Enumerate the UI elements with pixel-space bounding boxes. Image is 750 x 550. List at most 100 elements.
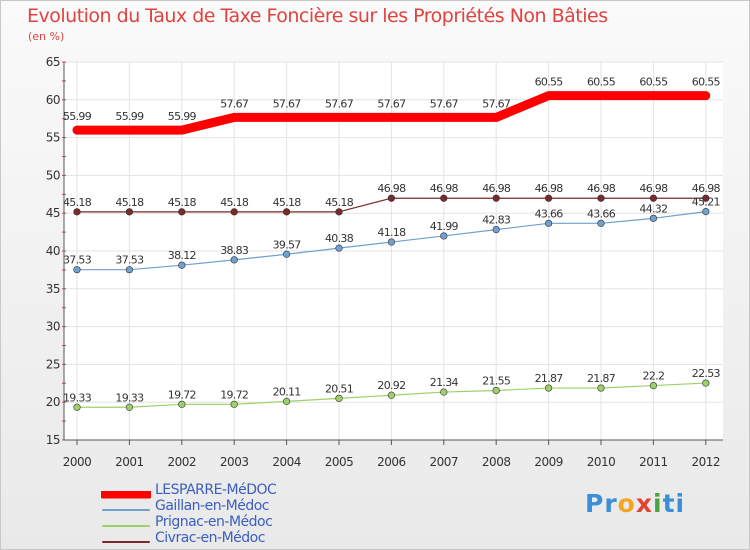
data-label: 46.98	[482, 182, 511, 195]
data-point	[544, 219, 553, 227]
legend: LESPARRE-MéDOC Gaillan-en-Médoc Prignac-…	[101, 482, 361, 548]
data-label: 21.87	[535, 372, 564, 385]
y-tick-label: 30	[46, 320, 60, 334]
brand-logo-part: Pr	[585, 489, 618, 518]
data-label: 19.33	[63, 391, 92, 404]
data-point	[440, 232, 448, 240]
data-point	[125, 208, 133, 216]
y-tick-label: 50	[46, 168, 60, 182]
brand-logo: Proxiti	[585, 489, 685, 518]
legend-item: LESPARRE-MéDOC	[101, 482, 361, 500]
data-point	[649, 214, 658, 222]
data-point	[597, 219, 605, 227]
data-label: 57.67	[220, 97, 249, 110]
data-label: 38.12	[168, 249, 196, 262]
data-label: 22.53	[692, 367, 721, 380]
data-point	[492, 386, 500, 395]
data-point	[335, 244, 343, 252]
x-tick-label: 2010	[587, 455, 616, 469]
data-label: 46.98	[430, 182, 459, 195]
legend-item: Civrac-en-Médoc	[101, 530, 361, 548]
legend-swatch	[102, 509, 150, 511]
data-label: 46.98	[639, 182, 668, 195]
x-tick-label: 2006	[377, 455, 406, 469]
legend-item: Prignac-en-Médoc	[101, 514, 361, 532]
data-label: 45.18	[168, 196, 197, 209]
data-label: 19.72	[220, 388, 248, 401]
data-label: 38.83	[220, 244, 249, 257]
data-point	[230, 256, 238, 264]
data-point	[649, 381, 658, 390]
y-tick-label: 25	[46, 357, 60, 371]
data-point	[73, 403, 81, 411]
data-point	[178, 208, 186, 216]
x-tick-label: 2005	[325, 455, 354, 469]
data-label: 45.18	[63, 196, 92, 209]
data-label: 19.72	[168, 388, 196, 401]
data-label: 20.11	[273, 385, 301, 398]
x-tick-label: 2002	[168, 455, 197, 469]
data-point	[649, 194, 658, 202]
x-tick-label: 2004	[272, 455, 301, 469]
brand-logo-part: o	[617, 489, 636, 518]
series-line	[72, 91, 711, 135]
data-point	[387, 238, 396, 246]
data-label: 21.34	[430, 376, 459, 389]
data-label: 60.55	[639, 76, 668, 89]
y-tick-label: 40	[46, 244, 60, 258]
data-point	[125, 266, 133, 274]
data-point	[178, 261, 186, 269]
data-point	[702, 194, 710, 202]
data-label: 57.67	[325, 97, 354, 110]
data-label: 60.55	[587, 76, 616, 89]
data-point	[283, 250, 291, 258]
legend-swatch	[101, 491, 151, 499]
x-tick-label: 2009	[534, 455, 563, 469]
data-point	[492, 226, 500, 234]
data-label: 41.99	[430, 220, 459, 233]
y-tick-label: 60	[46, 93, 60, 107]
x-tick-label: 2011	[639, 455, 668, 469]
brand-logo-part: ti	[662, 489, 686, 518]
y-tick-label: 65	[46, 55, 60, 69]
legend-swatch	[102, 541, 150, 543]
data-point	[597, 384, 605, 392]
y-tick-label: 35	[46, 282, 60, 296]
data-point	[125, 403, 133, 411]
data-label: 40.38	[325, 232, 354, 245]
data-point	[335, 208, 343, 216]
legend-swatch	[102, 525, 150, 527]
data-label: 20.92	[377, 379, 405, 392]
data-label: 43.66	[535, 207, 564, 220]
data-label: 46.98	[587, 182, 616, 195]
legend-item: Gaillan-en-Médoc	[101, 498, 361, 516]
data-point	[230, 208, 238, 216]
data-point	[335, 394, 343, 402]
legend-label: Civrac-en-Médoc	[155, 530, 265, 546]
data-point	[178, 400, 186, 408]
legend-label: Gaillan-en-Médoc	[155, 498, 269, 514]
data-point	[492, 194, 500, 202]
data-label: 57.67	[377, 97, 406, 110]
data-label: 42.83	[482, 214, 511, 227]
data-label: 55.99	[63, 110, 92, 123]
data-label: 57.67	[482, 97, 511, 110]
x-tick-label: 2007	[430, 455, 459, 469]
data-label: 46.98	[692, 182, 721, 195]
data-label: 57.67	[430, 97, 459, 110]
data-point	[283, 397, 291, 405]
x-tick-label: 2012	[692, 455, 721, 469]
y-tick-label: 55	[46, 131, 60, 145]
y-tick-label: 15	[46, 433, 60, 447]
data-label: 46.98	[535, 182, 564, 195]
data-label: 21.55	[482, 374, 511, 387]
data-label: 41.18	[377, 226, 406, 239]
data-point	[544, 194, 553, 202]
data-label: 46.98	[377, 182, 406, 195]
data-label: 22.2	[643, 370, 665, 383]
data-point	[440, 194, 448, 202]
data-point	[73, 208, 81, 216]
data-label: 55.99	[168, 110, 197, 123]
